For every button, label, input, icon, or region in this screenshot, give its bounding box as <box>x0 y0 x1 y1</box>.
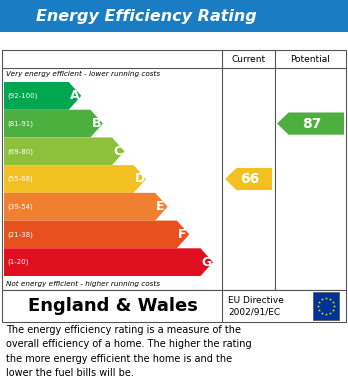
Polygon shape <box>277 113 344 135</box>
Text: Not energy efficient - higher running costs: Not energy efficient - higher running co… <box>6 281 160 287</box>
Polygon shape <box>4 221 189 248</box>
Polygon shape <box>4 110 103 137</box>
Text: EU Directive: EU Directive <box>228 296 284 305</box>
Text: D: D <box>135 172 145 185</box>
Bar <box>313 292 339 320</box>
Polygon shape <box>4 82 81 110</box>
Polygon shape <box>4 165 146 193</box>
Text: England & Wales: England & Wales <box>28 297 198 315</box>
Text: G: G <box>201 256 212 269</box>
Text: A: A <box>70 90 79 102</box>
Bar <box>2 50 346 290</box>
Text: B: B <box>92 117 101 130</box>
Bar <box>2 290 346 322</box>
Polygon shape <box>225 168 272 190</box>
Polygon shape <box>4 137 125 165</box>
Text: The energy efficiency rating is a measure of the
overall efficiency of a home. T: The energy efficiency rating is a measur… <box>6 325 252 378</box>
Text: E: E <box>156 200 165 213</box>
Bar <box>0 0 348 32</box>
Polygon shape <box>4 248 213 276</box>
Text: F: F <box>178 228 186 241</box>
Text: 2002/91/EC: 2002/91/EC <box>228 307 280 316</box>
Text: (21-38): (21-38) <box>7 231 33 238</box>
Text: (81-91): (81-91) <box>7 120 33 127</box>
Text: (69-80): (69-80) <box>7 148 33 154</box>
Text: 87: 87 <box>302 117 322 131</box>
Text: (1-20): (1-20) <box>7 259 29 265</box>
Text: (55-68): (55-68) <box>7 176 33 182</box>
Text: Current: Current <box>231 54 266 63</box>
Text: Potential: Potential <box>291 54 331 63</box>
Text: 66: 66 <box>240 172 260 186</box>
Text: (39-54): (39-54) <box>7 203 33 210</box>
Text: C: C <box>113 145 122 158</box>
Text: Energy Efficiency Rating: Energy Efficiency Rating <box>36 9 256 23</box>
Polygon shape <box>4 193 168 221</box>
Text: (92-100): (92-100) <box>7 93 37 99</box>
Text: Very energy efficient - lower running costs: Very energy efficient - lower running co… <box>6 71 160 77</box>
